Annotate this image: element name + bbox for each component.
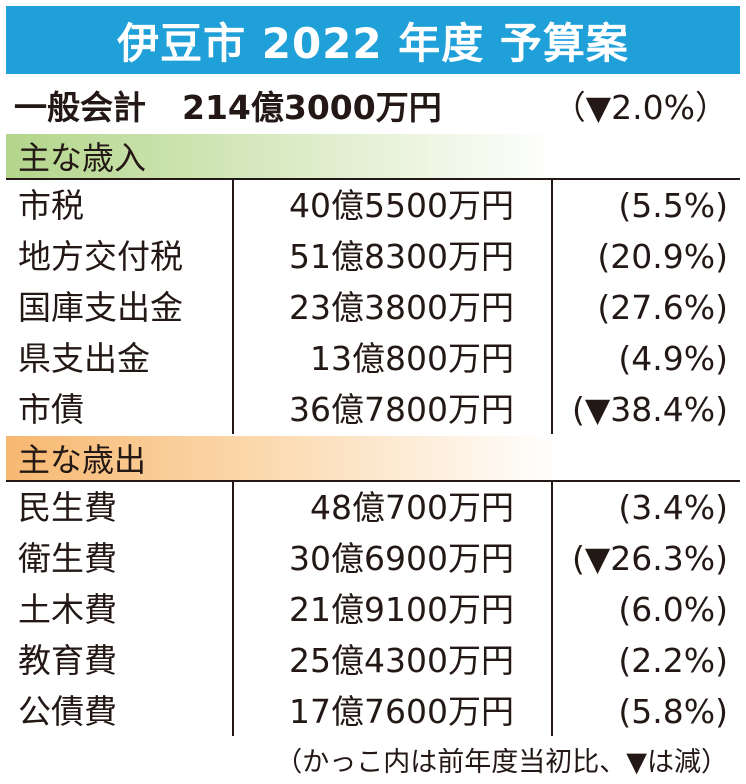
- revenue-table: 市税 40億5500万円 (5.5%) 地方交付税 51億8300万円 (20.…: [6, 178, 740, 434]
- expenditure-heading: 主な歳出: [6, 436, 740, 480]
- budget-graphic: 伊豆市 2022 年度 予算案 一般会計 214億3000万円 （▼2.0%） …: [6, 6, 740, 736]
- item-name: 市債: [18, 390, 84, 429]
- table-row: 公債費 17億7600万円 (5.8%): [6, 686, 740, 737]
- item-amount: 51億8300万円: [289, 237, 514, 276]
- general-account-change: （▼2.0%）: [552, 88, 728, 127]
- table-row: 県支出金 13億800万円 (4.9%): [6, 333, 740, 384]
- table-row: 国庫支出金 23億3800万円 (27.6%): [6, 282, 740, 333]
- table-row: 民生費 48億700万円 (3.4%): [6, 482, 740, 533]
- item-change: (2.2%): [618, 641, 728, 680]
- column-divider: [551, 482, 553, 736]
- item-amount: 30億6900万円: [289, 539, 514, 578]
- item-change: (5.5%): [618, 186, 728, 225]
- item-amount: 25億4300万円: [289, 641, 514, 680]
- general-account-row: 一般会計 214億3000万円 （▼2.0%）: [6, 78, 740, 132]
- item-name: 県支出金: [18, 339, 150, 378]
- item-amount: 40億5500万円: [289, 186, 514, 225]
- general-account-amount: 214億3000万円: [182, 88, 442, 127]
- item-change: (5.8%): [618, 692, 728, 731]
- item-change: (27.6%): [597, 288, 728, 327]
- table-row: 市税 40億5500万円 (5.5%): [6, 180, 740, 231]
- general-account-label: 一般会計: [14, 88, 146, 127]
- item-name: 国庫支出金: [18, 288, 183, 327]
- item-name: 地方交付税: [18, 237, 183, 276]
- item-amount: 13億800万円: [310, 339, 514, 378]
- item-change: (4.9%): [618, 339, 728, 378]
- table-row: 教育費 25億4300万円 (2.2%): [6, 635, 740, 686]
- table-row: 市債 36億7800万円 (▼38.4%): [6, 384, 740, 435]
- column-divider: [232, 180, 234, 434]
- item-amount: 36億7800万円: [289, 390, 514, 429]
- item-amount: 23億3800万円: [289, 288, 514, 327]
- table-row: 衛生費 30億6900万円 (▼26.3%): [6, 533, 740, 584]
- column-divider: [232, 482, 234, 736]
- item-change: (▼26.3%): [572, 539, 728, 578]
- item-change: (20.9%): [597, 237, 728, 276]
- item-change: (6.0%): [618, 590, 728, 629]
- footnote: （かっこ内は前年度当初比、▼は減）: [275, 747, 728, 778]
- item-amount: 48億700万円: [310, 488, 514, 527]
- item-amount: 21億9100万円: [289, 590, 514, 629]
- item-name: 民生費: [18, 488, 117, 527]
- item-name: 市税: [18, 186, 84, 225]
- page-title: 伊豆市 2022 年度 予算案: [6, 6, 740, 74]
- item-name: 衛生費: [18, 539, 117, 578]
- item-name: 教育費: [18, 641, 117, 680]
- column-divider: [551, 180, 553, 434]
- revenue-heading: 主な歳入: [6, 134, 740, 178]
- item-name: 公債費: [18, 692, 117, 731]
- item-name: 土木費: [18, 590, 117, 629]
- item-amount: 17億7600万円: [289, 692, 514, 731]
- expenditure-table: 民生費 48億700万円 (3.4%) 衛生費 30億6900万円 (▼26.3…: [6, 480, 740, 736]
- item-change: (3.4%): [618, 488, 728, 527]
- table-row: 土木費 21億9100万円 (6.0%): [6, 584, 740, 635]
- item-change: (▼38.4%): [572, 390, 728, 429]
- table-row: 地方交付税 51億8300万円 (20.9%): [6, 231, 740, 282]
